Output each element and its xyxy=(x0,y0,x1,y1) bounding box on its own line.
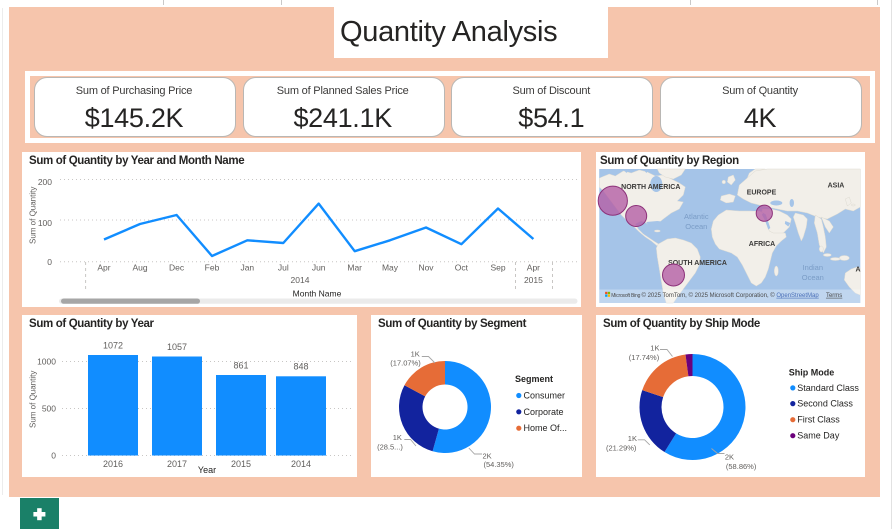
svg-text:1K: 1K xyxy=(393,433,402,442)
svg-text:Atlantic: Atlantic xyxy=(683,212,708,221)
svg-text:Month Name: Month Name xyxy=(293,289,342,299)
svg-text:2K: 2K xyxy=(483,452,492,461)
svg-text:Terms: Terms xyxy=(825,293,841,299)
svg-text:NORTH AMERICA: NORTH AMERICA xyxy=(621,184,680,191)
svg-text:AFRICA: AFRICA xyxy=(748,241,774,248)
svg-text:Consumer: Consumer xyxy=(524,391,566,401)
svg-text:(58.86%): (58.86%) xyxy=(726,462,757,471)
svg-text:© 2025 TomTom, © 2025 Microsof: © 2025 TomTom, © 2025 Microsoft Corporat… xyxy=(641,292,819,299)
svg-text:Second Class: Second Class xyxy=(797,399,853,409)
svg-text:Microsoft Bing: Microsoft Bing xyxy=(611,293,640,299)
svg-text:Ocean: Ocean xyxy=(685,222,707,231)
svg-text:Jun: Jun xyxy=(312,263,326,273)
svg-text:1000: 1000 xyxy=(37,357,56,367)
svg-text:Standard Class: Standard Class xyxy=(797,383,859,393)
svg-text:(17.07%): (17.07%) xyxy=(390,359,421,368)
svg-text:0: 0 xyxy=(47,257,52,267)
svg-text:Dec: Dec xyxy=(169,263,185,273)
svg-text:Home Of...: Home Of... xyxy=(524,423,568,433)
svg-text:First Class: First Class xyxy=(797,415,840,425)
svg-text:2K: 2K xyxy=(725,453,734,462)
svg-text:1K: 1K xyxy=(411,350,420,359)
svg-text:Segment: Segment xyxy=(515,374,553,384)
svg-text:(17.74%): (17.74%) xyxy=(629,353,660,362)
svg-text:2014: 2014 xyxy=(291,459,311,469)
svg-text:Year: Year xyxy=(198,465,216,475)
svg-text:Jan: Jan xyxy=(240,263,254,273)
svg-text:1K: 1K xyxy=(650,343,659,352)
svg-text:500: 500 xyxy=(42,404,56,414)
svg-text:Ship Mode: Ship Mode xyxy=(789,368,835,378)
svg-text:Feb: Feb xyxy=(205,263,220,273)
svg-text:2016: 2016 xyxy=(103,459,123,469)
svg-text:200: 200 xyxy=(38,177,52,187)
svg-text:(54.35%): (54.35%) xyxy=(484,460,515,469)
svg-text:Sep: Sep xyxy=(490,263,505,273)
svg-text:Mar: Mar xyxy=(347,263,362,273)
svg-text:(28.5...): (28.5...) xyxy=(377,443,403,452)
svg-text:1K: 1K xyxy=(628,434,637,443)
svg-text:1057: 1057 xyxy=(167,342,187,352)
svg-text:2015: 2015 xyxy=(231,459,251,469)
svg-text:Same Day: Same Day xyxy=(797,431,840,441)
svg-text:Apr: Apr xyxy=(97,263,110,273)
svg-text:0: 0 xyxy=(51,451,56,461)
svg-text:(21.29%): (21.29%) xyxy=(606,444,637,453)
svg-text:ASIA: ASIA xyxy=(827,183,844,190)
svg-text:848: 848 xyxy=(293,362,308,372)
svg-text:Sum of Quantity: Sum of Quantity xyxy=(29,371,38,428)
svg-text:A: A xyxy=(855,267,860,274)
svg-text:Sum of Quantity: Sum of Quantity xyxy=(29,187,38,244)
svg-text:EUROPE: EUROPE xyxy=(746,190,776,197)
svg-text:861: 861 xyxy=(233,360,248,370)
svg-text:2015: 2015 xyxy=(524,275,543,285)
svg-text:1072: 1072 xyxy=(103,340,123,350)
svg-text:2014: 2014 xyxy=(291,275,310,285)
svg-text:Oct: Oct xyxy=(455,263,469,273)
svg-text:Nov: Nov xyxy=(418,263,434,273)
svg-text:Jul: Jul xyxy=(278,263,289,273)
svg-text:Indian: Indian xyxy=(802,263,822,272)
svg-text:Ocean: Ocean xyxy=(801,273,823,282)
svg-text:Apr: Apr xyxy=(527,263,540,273)
svg-text:2017: 2017 xyxy=(167,459,187,469)
svg-text:Aug: Aug xyxy=(132,263,147,273)
svg-text:Corporate: Corporate xyxy=(524,407,564,417)
svg-text:100: 100 xyxy=(38,218,52,228)
svg-text:SOUTH AMERICA: SOUTH AMERICA xyxy=(668,260,727,267)
svg-text:May: May xyxy=(382,263,399,273)
